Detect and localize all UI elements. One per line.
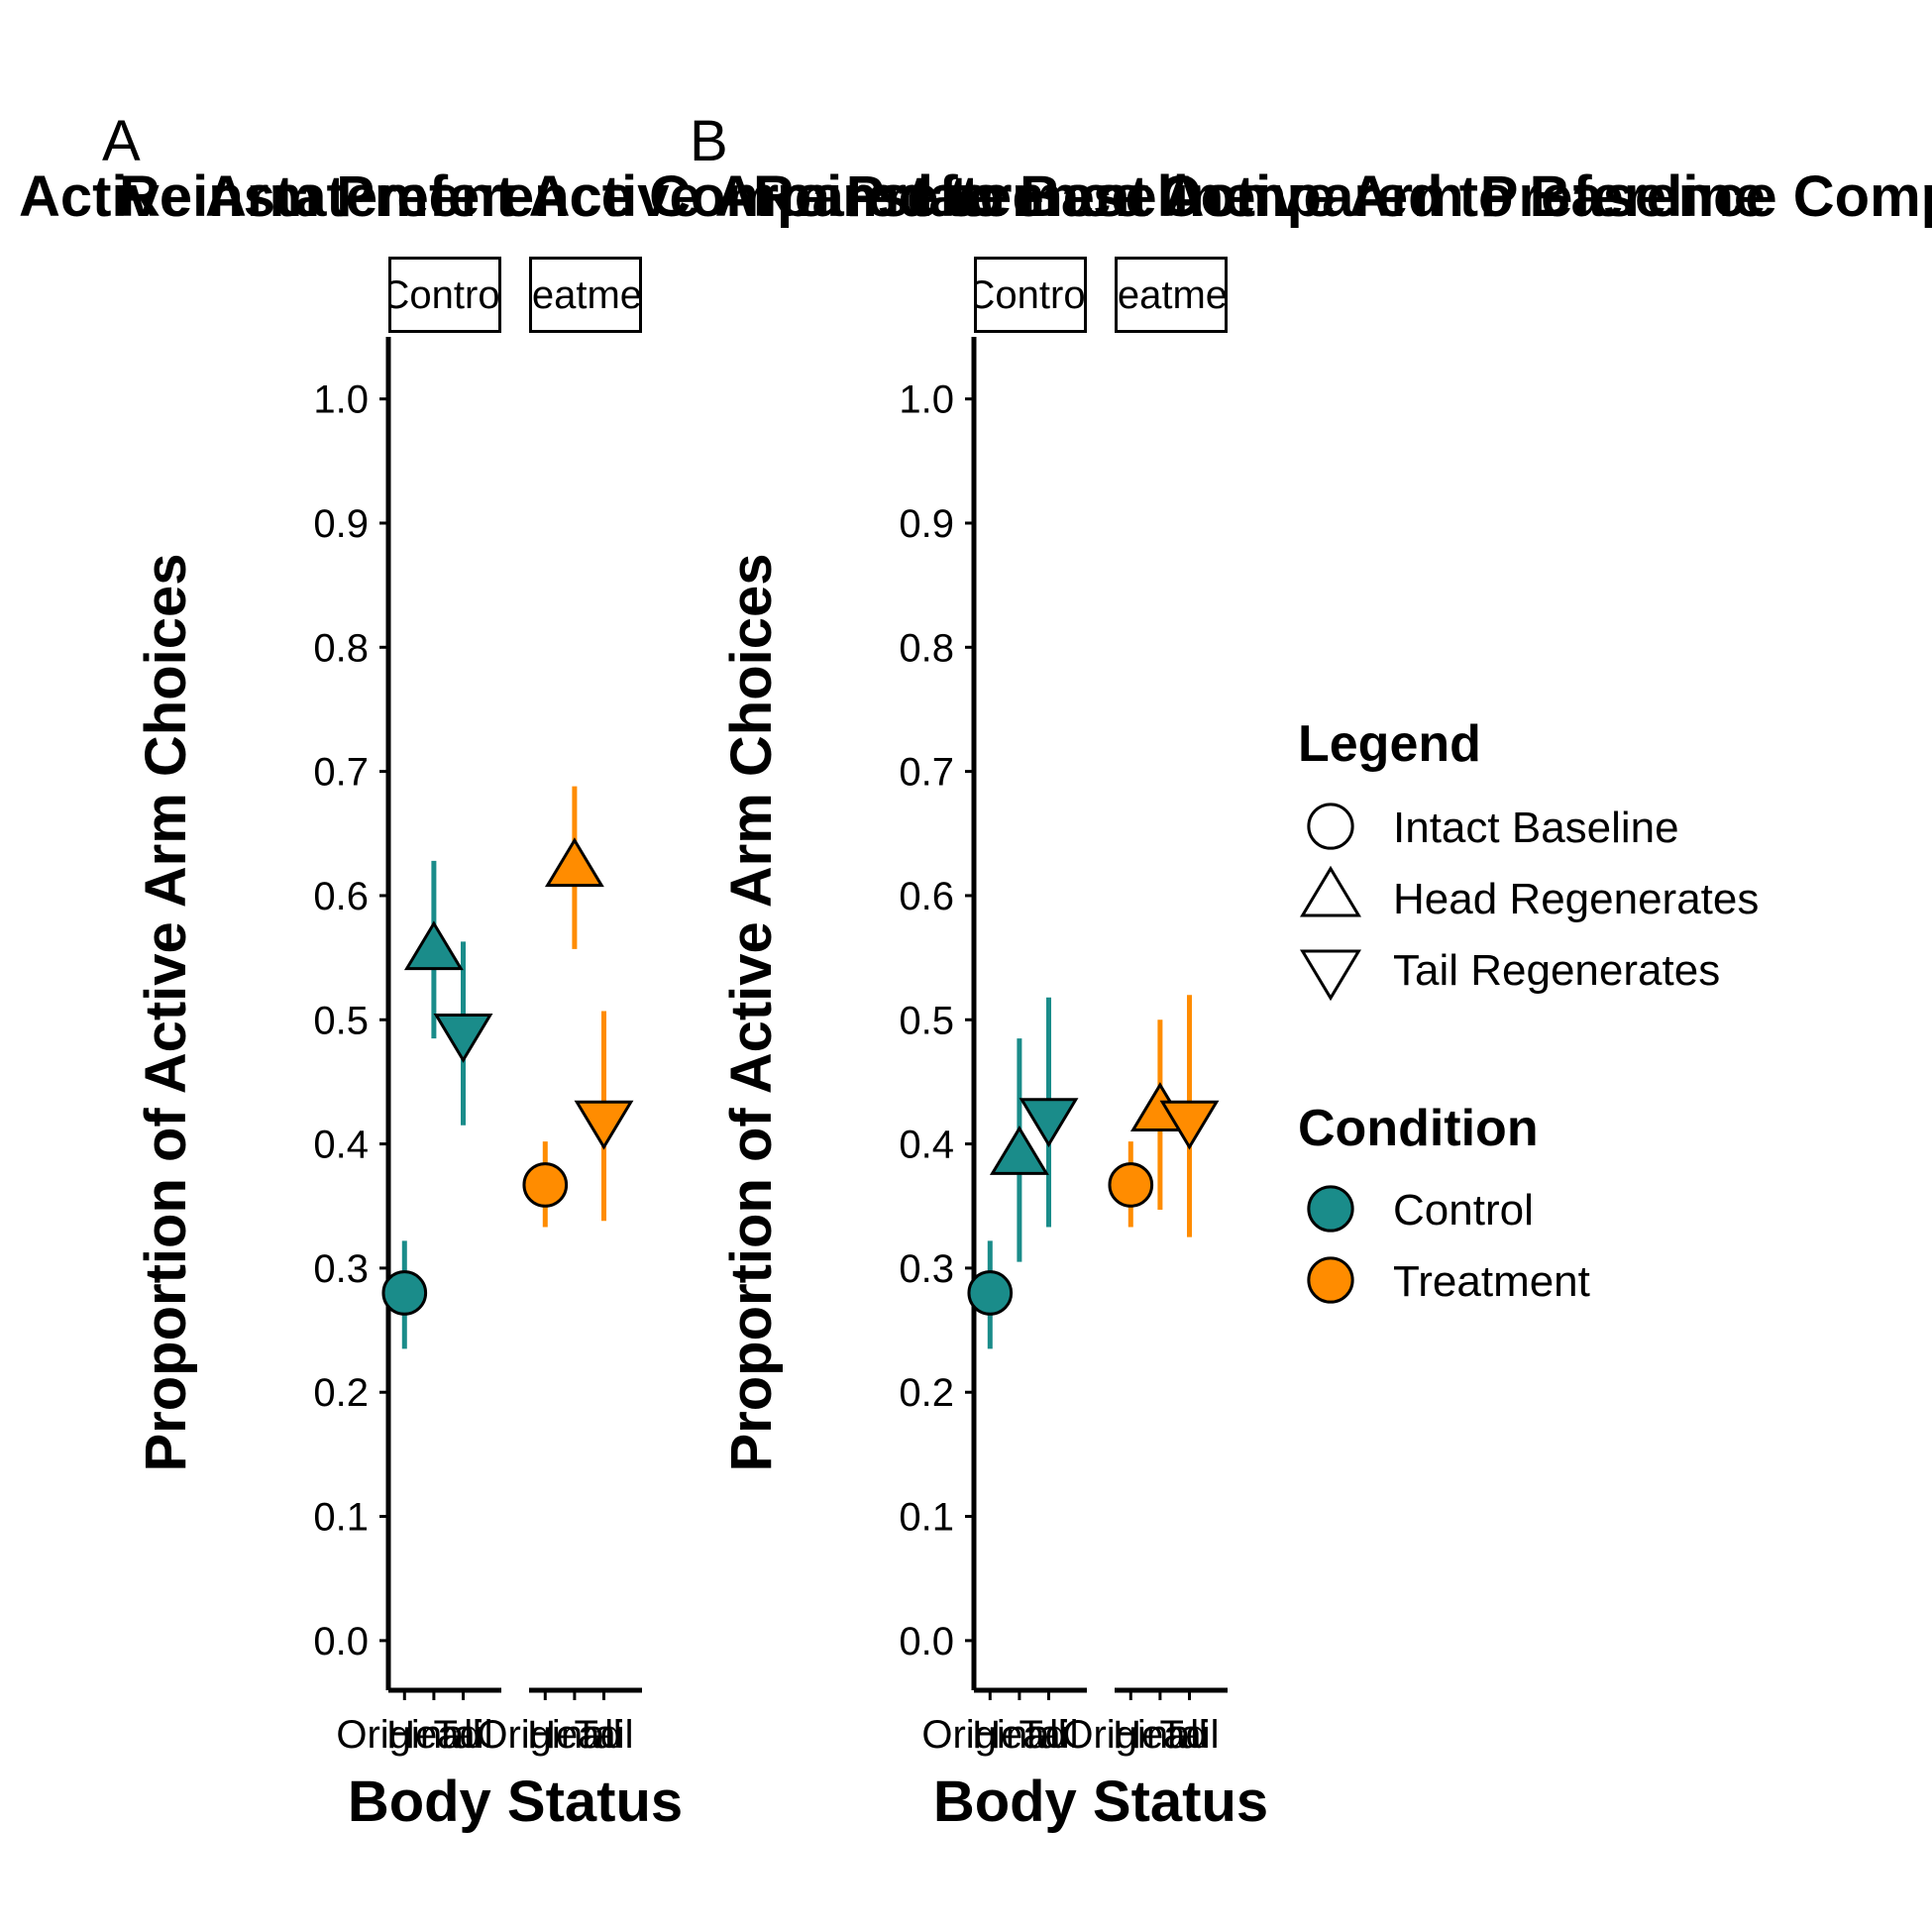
data-point-control-tail bbox=[1019, 1098, 1079, 1148]
y-tick-label: 0.1 bbox=[313, 1496, 369, 1540]
data-point-treatment-tail bbox=[574, 1100, 634, 1150]
x-tick-label: Original bbox=[921, 1713, 1058, 1757]
x-tick-label: Head bbox=[386, 1713, 482, 1757]
x-tick-label: Head bbox=[972, 1713, 1067, 1757]
x-tick-label: Tail bbox=[1019, 1713, 1078, 1757]
strip-label: Control bbox=[967, 273, 1095, 317]
y-tick-label: 1.0 bbox=[313, 378, 369, 422]
legend-key-original bbox=[1307, 803, 1354, 850]
data-point-treatment-head bbox=[544, 837, 604, 888]
y-tick-label: 0.8 bbox=[313, 626, 369, 670]
x-tick-label: Tail bbox=[1159, 1713, 1219, 1757]
strip-treatment-b: Treatment bbox=[1082, 257, 1261, 333]
panel-a-overlapping-title: Reinstatement Active Arm Preference Comp… bbox=[119, 164, 1766, 229]
data-point-treatment-original bbox=[522, 1162, 569, 1208]
strip-treatment-a: Treatment bbox=[496, 257, 676, 333]
x-axis-label-a: Body Status bbox=[348, 1770, 683, 1834]
x-tick-label: Head bbox=[527, 1713, 622, 1757]
data-point-treatment-original bbox=[1108, 1162, 1154, 1208]
x-tick-label: Original bbox=[1062, 1713, 1199, 1757]
legend-label: Intact Baseline bbox=[1393, 804, 1679, 852]
y-tick-label: 0.3 bbox=[313, 1247, 369, 1291]
legend-key-tail bbox=[1300, 949, 1361, 1002]
y-tick-label: 0.5 bbox=[313, 999, 369, 1042]
y-tick-label: 0.6 bbox=[313, 875, 369, 918]
y-tick-label: 1.0 bbox=[899, 378, 954, 422]
legend: Legend Intact Baseline Head Regenerates Ta… bbox=[1298, 715, 1759, 1306]
y-tick-label: 0.5 bbox=[899, 999, 954, 1042]
data-point-treatment-tail bbox=[1159, 1100, 1220, 1150]
y-axis-label-a: Proportion of Active Arm Choices bbox=[134, 553, 198, 1471]
y-tick-label: 0.9 bbox=[899, 502, 954, 546]
y-tick-label: 0.9 bbox=[313, 502, 369, 546]
y-tick-label: 0.7 bbox=[313, 751, 369, 795]
legend-key-head bbox=[1300, 865, 1361, 917]
legend-label: Control bbox=[1393, 1186, 1534, 1234]
plot-area-b: 0.0 0.1 0.2 0.3 0.4 0.5 0.6 0.7 0.8 0.9 1.0 Origina… bbox=[899, 337, 1228, 1757]
x-tick-label: Original bbox=[336, 1713, 473, 1757]
y-tick-label: 0.2 bbox=[313, 1371, 369, 1415]
legend-label: Treatment bbox=[1393, 1257, 1590, 1306]
panel-b-title: Reinstatement Active Arm Preference Comp… bbox=[753, 164, 1932, 229]
strip-label: Treatment bbox=[1082, 273, 1261, 317]
y-tick-label: 0.0 bbox=[313, 1620, 369, 1664]
data-point-control-head bbox=[403, 920, 464, 971]
legend-label: Head Regenerates bbox=[1393, 875, 1759, 923]
x-tick-label: Original bbox=[477, 1713, 613, 1757]
strip-label: Control bbox=[381, 273, 509, 317]
legend-color-title: Condition bbox=[1298, 1100, 1539, 1157]
y-tick-label: 0.0 bbox=[899, 1620, 954, 1664]
strip-control-a: Control bbox=[381, 257, 509, 333]
strip-label: Treatment bbox=[496, 273, 676, 317]
data-point-control-original bbox=[967, 1270, 1014, 1316]
panel-a: A Active Arm Preference Compared to Base… bbox=[19, 109, 1766, 1834]
panel-b-tag: B bbox=[690, 109, 728, 173]
y-tick-label: 0.6 bbox=[899, 875, 954, 918]
x-tick-label: Tail bbox=[574, 1713, 633, 1757]
legend-key-control bbox=[1307, 1185, 1354, 1233]
x-tick-label: Head bbox=[1113, 1713, 1208, 1757]
x-tick-label: Tail bbox=[433, 1713, 492, 1757]
y-tick-label: 0.4 bbox=[899, 1124, 954, 1167]
legend-label: Tail Regenerates bbox=[1393, 946, 1720, 995]
legend-shape-items: Intact Baseline Head Regenerates Tail Rege… bbox=[1300, 803, 1759, 1002]
panel-a-tag: A bbox=[102, 109, 141, 173]
y-tick-label: 0.2 bbox=[899, 1371, 954, 1415]
legend-shape-title: Legend bbox=[1298, 715, 1481, 773]
legend-color-items: Control Treatment bbox=[1307, 1185, 1590, 1306]
y-tick-label: 0.4 bbox=[313, 1124, 369, 1167]
panel-a-title: Active Arm Preference Compared to Baseli… bbox=[19, 164, 1256, 229]
strip-control-b: Control bbox=[967, 257, 1095, 333]
y-tick-label: 0.3 bbox=[899, 1247, 954, 1291]
x-axis-label-b: Body Status bbox=[933, 1770, 1268, 1834]
plot-area-a: 0.0 0.1 0.2 0.3 0.4 0.5 0.6 0.7 0.8 0.9 1.0 Origina… bbox=[313, 337, 642, 1757]
data-point-control-original bbox=[381, 1270, 428, 1316]
data-point-control-head bbox=[989, 1125, 1049, 1175]
y-axis-label-b: Proportion of Active Arm Choices bbox=[719, 553, 784, 1471]
data-point-control-tail bbox=[433, 1014, 493, 1063]
y-tick-label: 0.8 bbox=[899, 626, 954, 670]
y-tick-label: 0.7 bbox=[899, 751, 954, 795]
panel-b: B Reinstatement Active Arm Preference Co… bbox=[690, 109, 1932, 1834]
y-tick-label: 0.1 bbox=[899, 1496, 954, 1540]
legend-key-treatment bbox=[1307, 1256, 1354, 1304]
